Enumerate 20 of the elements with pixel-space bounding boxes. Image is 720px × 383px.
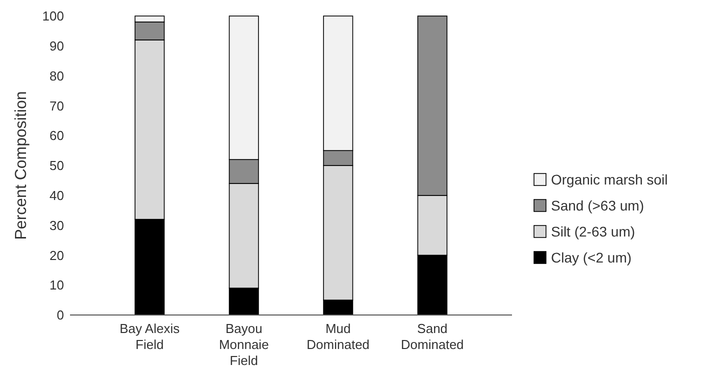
x-tick-label: Mud Dominated <box>306 321 370 352</box>
y-tick-label: 10 <box>50 278 64 293</box>
y-tick-label: 40 <box>50 188 64 203</box>
y-tick-label: 90 <box>50 38 64 54</box>
y-tick-label: 50 <box>50 158 64 174</box>
y-tick-label: 60 <box>50 128 64 144</box>
y-tick-label: 100 <box>42 8 64 24</box>
x-tick-label: Bayou Monnaie Field <box>218 321 269 368</box>
legend-label: Organic marsh soil <box>551 171 668 188</box>
y-tick-label: 0 <box>56 308 64 323</box>
legend-label: Sand (>63 um) <box>551 197 644 214</box>
legend-label: Silt (2-63 um) <box>551 223 636 240</box>
y-tick-label: 20 <box>50 248 64 263</box>
y-axis-title: Percent Composition <box>13 91 30 240</box>
legend-label: Clay (<2 um) <box>551 249 632 266</box>
y-tick-label: 30 <box>50 218 64 233</box>
x-tick-label: Sand Dominated <box>400 321 464 352</box>
y-tick-label: 70 <box>50 98 64 114</box>
y-tick-label: 80 <box>50 68 64 84</box>
x-tick-label: Bay Alexis Field <box>120 321 180 352</box>
